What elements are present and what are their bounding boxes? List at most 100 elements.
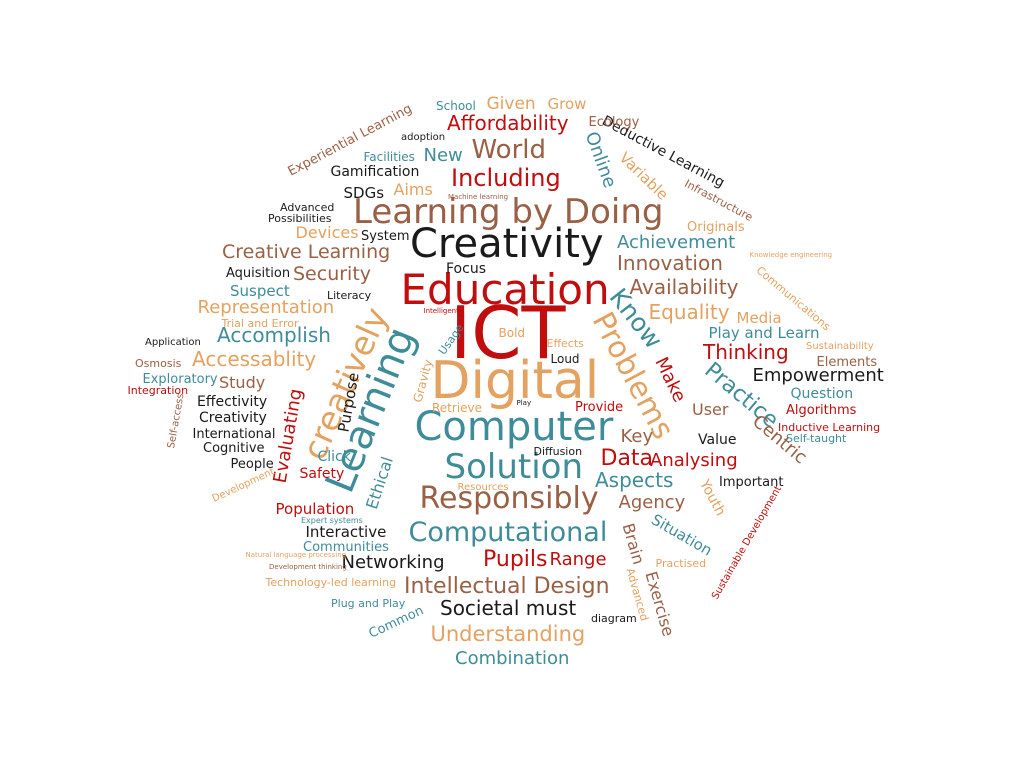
word-learning-by-doing: Learning by Doing — [353, 192, 664, 232]
word-combination: Combination — [455, 648, 570, 669]
word-diffusion: Diffusion — [533, 444, 583, 458]
word-safety: Safety — [299, 466, 345, 482]
word-bold: Bold — [498, 326, 526, 340]
word-accessablity: Accessablity — [192, 347, 317, 371]
word-innovation: Innovation — [617, 251, 723, 275]
word-user: User — [692, 400, 729, 419]
word-aims: Aims — [393, 180, 433, 199]
word-possibilities: Possibilities — [268, 211, 332, 225]
word-media: Media — [736, 308, 782, 327]
word-responsibly: Responsibly — [419, 481, 599, 516]
word-literacy: Literacy — [327, 288, 372, 302]
word-algorithms: Algorithms — [786, 402, 857, 418]
word-representation: Representation — [197, 297, 335, 318]
word-security: Security — [293, 262, 372, 285]
word-range: Range — [549, 549, 607, 570]
word-elements: Elements — [816, 354, 878, 370]
word-brain: Brain — [618, 521, 649, 567]
word-self-taught: Self-taught — [786, 431, 847, 445]
word-play: Play — [516, 398, 532, 407]
word-equality: Equality — [648, 300, 730, 324]
word-inductive-learning: Inductive Learning — [778, 420, 881, 434]
word-education: Education — [400, 265, 610, 314]
word-international: International — [192, 426, 276, 442]
word-retrieve: Retrieve — [432, 401, 483, 415]
word-population: Population — [275, 499, 355, 518]
word-computer: Computer — [414, 404, 614, 450]
word-computational: Computational — [408, 516, 608, 548]
word-plug-and-play: Plug and Play — [331, 596, 406, 610]
word-focus: Focus — [446, 261, 486, 277]
word-including: Including — [451, 164, 561, 192]
word-effects: Effects — [546, 336, 584, 350]
word-integration: Integration — [127, 383, 189, 397]
word-natural-language-processing: Natural language processing — [245, 550, 347, 559]
word-creative-learning: Creative Learning — [222, 240, 391, 263]
word-knowledge-engineering: Knowledge engineering — [749, 250, 833, 259]
word-grow: Grow — [547, 94, 587, 113]
word-technology-led-learning: Technology-led learning — [265, 575, 397, 589]
word-exploratory: Exploratory — [142, 371, 218, 387]
word-interactive: Interactive — [305, 522, 387, 541]
word-communities: Communities — [303, 539, 389, 555]
word-school: School — [436, 99, 476, 113]
word-sustainability: Sustainability — [806, 341, 874, 352]
word-empowerment: Empowerment — [752, 365, 884, 386]
word-affordability: Affordability — [447, 111, 569, 135]
word-osmosis: Osmosis — [135, 356, 182, 370]
word-societal-must: Societal must — [440, 596, 577, 620]
word-people: People — [230, 456, 274, 472]
word-development: Development — [210, 466, 276, 505]
word-development-thinking: Development thinking — [269, 562, 347, 571]
word-ict: ICT — [450, 291, 566, 375]
word-loud: Loud — [550, 352, 580, 366]
word-data: Data — [600, 446, 654, 471]
word-expert-systems: Expert systems — [301, 516, 363, 525]
word-online: Online — [580, 128, 621, 191]
word-provide: Provide — [575, 399, 624, 415]
word-networking: Networking — [341, 552, 445, 573]
word-advanced: Advanced — [280, 200, 335, 214]
word-question: Question — [790, 386, 854, 402]
word-accomplish: Accomplish — [217, 323, 331, 347]
word-aspects: Aspects — [595, 468, 674, 492]
word-key: Key — [620, 426, 654, 447]
word-click: Click — [317, 449, 351, 465]
word-diagram: diagram — [591, 611, 637, 625]
word-digital: Digital — [430, 351, 600, 411]
word-important: Important — [719, 474, 784, 490]
word-given: Given — [486, 93, 536, 114]
word-practised: Practised — [655, 556, 707, 570]
word-effectivity: Effectivity — [197, 394, 268, 410]
word-new: New — [423, 145, 463, 166]
word-thinking: Thinking — [703, 340, 789, 364]
word-self-access: Self-access — [166, 392, 187, 450]
word-solution: Solution — [444, 447, 584, 487]
word-devices: Devices — [295, 223, 359, 242]
word-machine-learning: Machine learning — [448, 192, 509, 201]
word-system: System — [361, 228, 410, 244]
word-gamification: Gamification — [330, 164, 420, 180]
word-pupils: Pupils — [483, 547, 548, 572]
word-achievement: Achievement — [617, 232, 736, 253]
word-aquisition: Aquisition — [226, 265, 291, 281]
word-exercise: Exercise — [640, 569, 678, 639]
word-availability: Availability — [629, 275, 739, 299]
word-intellectual-design: Intellectual Design — [404, 574, 610, 599]
word-suspect: Suspect — [230, 281, 290, 300]
word-cognitive: Cognitive — [203, 440, 265, 456]
word-situation: Situation — [647, 510, 715, 560]
word-ecology: Ecology — [588, 114, 640, 130]
word-play-and-learn: Play and Learn — [708, 323, 820, 342]
word-world: World — [471, 135, 547, 165]
word-trial-and-error: Trial and Error — [221, 316, 299, 330]
word-originals: Originals — [687, 219, 745, 235]
word-sdgs: SDGs — [343, 183, 385, 202]
word-analysing: Analysing — [650, 450, 738, 471]
word-value: Value — [698, 432, 737, 448]
word-understanding: Understanding — [430, 621, 586, 646]
word-creativity: Creativity — [199, 410, 267, 426]
word-intelligent: Intelligent — [423, 306, 459, 315]
word-adoption: adoption — [401, 132, 446, 143]
